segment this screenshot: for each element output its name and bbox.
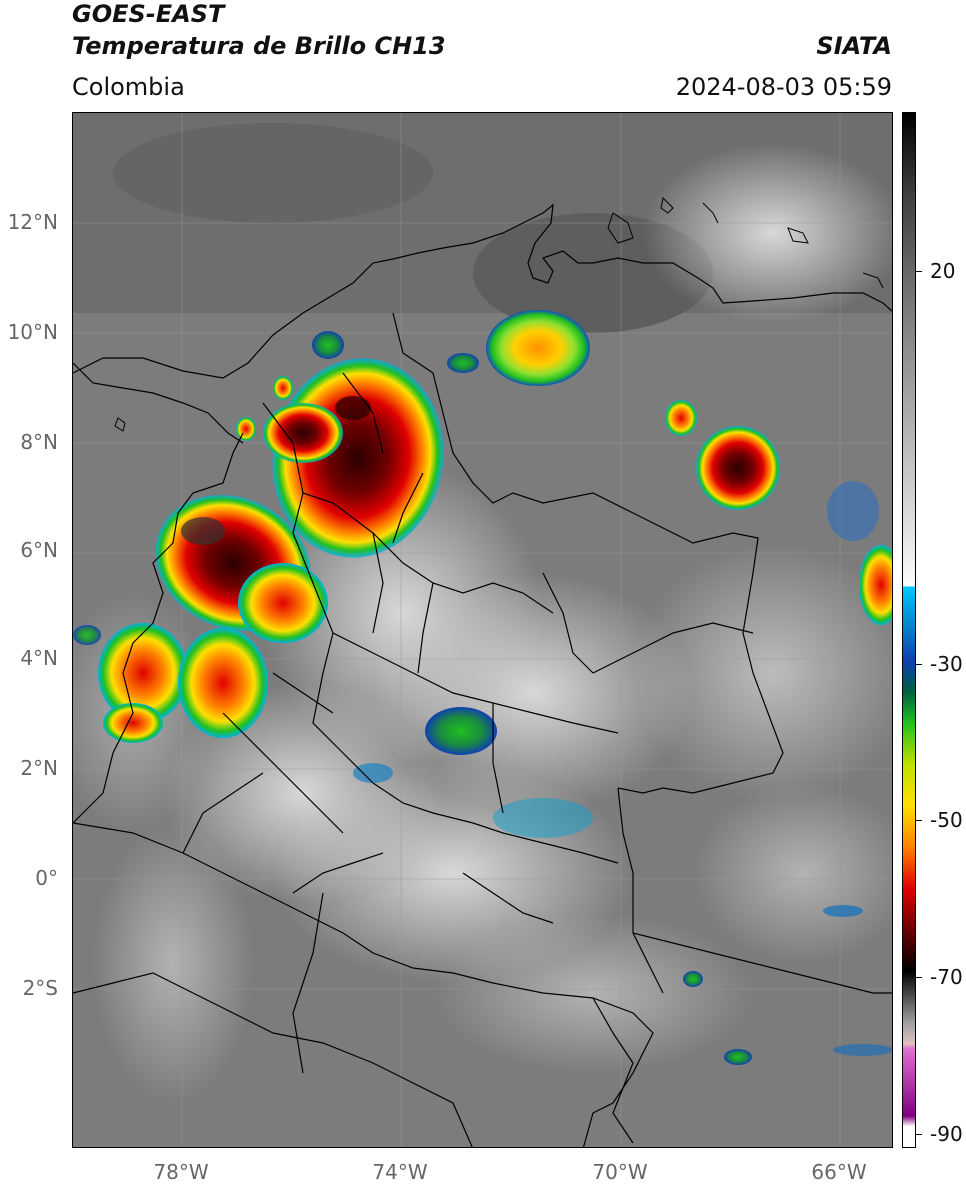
- temperature-colorbar: [902, 112, 916, 1148]
- lat-label-4n: 4°N: [20, 646, 58, 670]
- lon-label-78w: 78°W: [153, 1160, 209, 1184]
- colorbar-tick: [916, 1134, 922, 1135]
- storm-cells: [73, 310, 892, 1065]
- datetime-label: 2024-08-03 05:59: [675, 73, 892, 101]
- lon-label-74w: 74°W: [372, 1160, 428, 1184]
- colorbar-label-minus30: -30: [930, 652, 963, 676]
- colorbar-tick: [916, 820, 922, 821]
- colorbar-tick: [916, 977, 922, 978]
- lat-label-2n: 2°N: [20, 756, 58, 780]
- gridlines: [73, 113, 892, 1147]
- lat-label-10n: 10°N: [7, 320, 58, 344]
- colorbar-tick: [916, 664, 922, 665]
- lon-label-66w: 66°W: [811, 1160, 867, 1184]
- colorbar-label-minus50: -50: [930, 808, 963, 832]
- lat-label-0: 0°: [35, 866, 58, 890]
- islands: [114, 196, 884, 432]
- colorbar-tick: [916, 271, 922, 272]
- region-label: Colombia: [72, 73, 185, 101]
- product-title: Temperatura de Brillo CH13: [72, 32, 446, 60]
- satellite-map[interactable]: [72, 112, 893, 1148]
- map-svg: [73, 113, 892, 1147]
- satellite-title: GOES-EAST: [72, 0, 225, 28]
- source-label: SIATA: [816, 32, 892, 60]
- colorbar-label-minus90: -90: [930, 1122, 963, 1146]
- lat-label-6n: 6°N: [20, 538, 58, 562]
- lat-label-8n: 8°N: [20, 430, 58, 454]
- lat-label-2s: 2°S: [22, 976, 58, 1000]
- colorbar-label-minus70: -70: [930, 965, 963, 989]
- lon-label-70w: 70°W: [592, 1160, 648, 1184]
- lat-label-12n: 12°N: [7, 210, 58, 234]
- colorbar-label-20: 20: [930, 259, 956, 283]
- borders: [73, 203, 892, 1147]
